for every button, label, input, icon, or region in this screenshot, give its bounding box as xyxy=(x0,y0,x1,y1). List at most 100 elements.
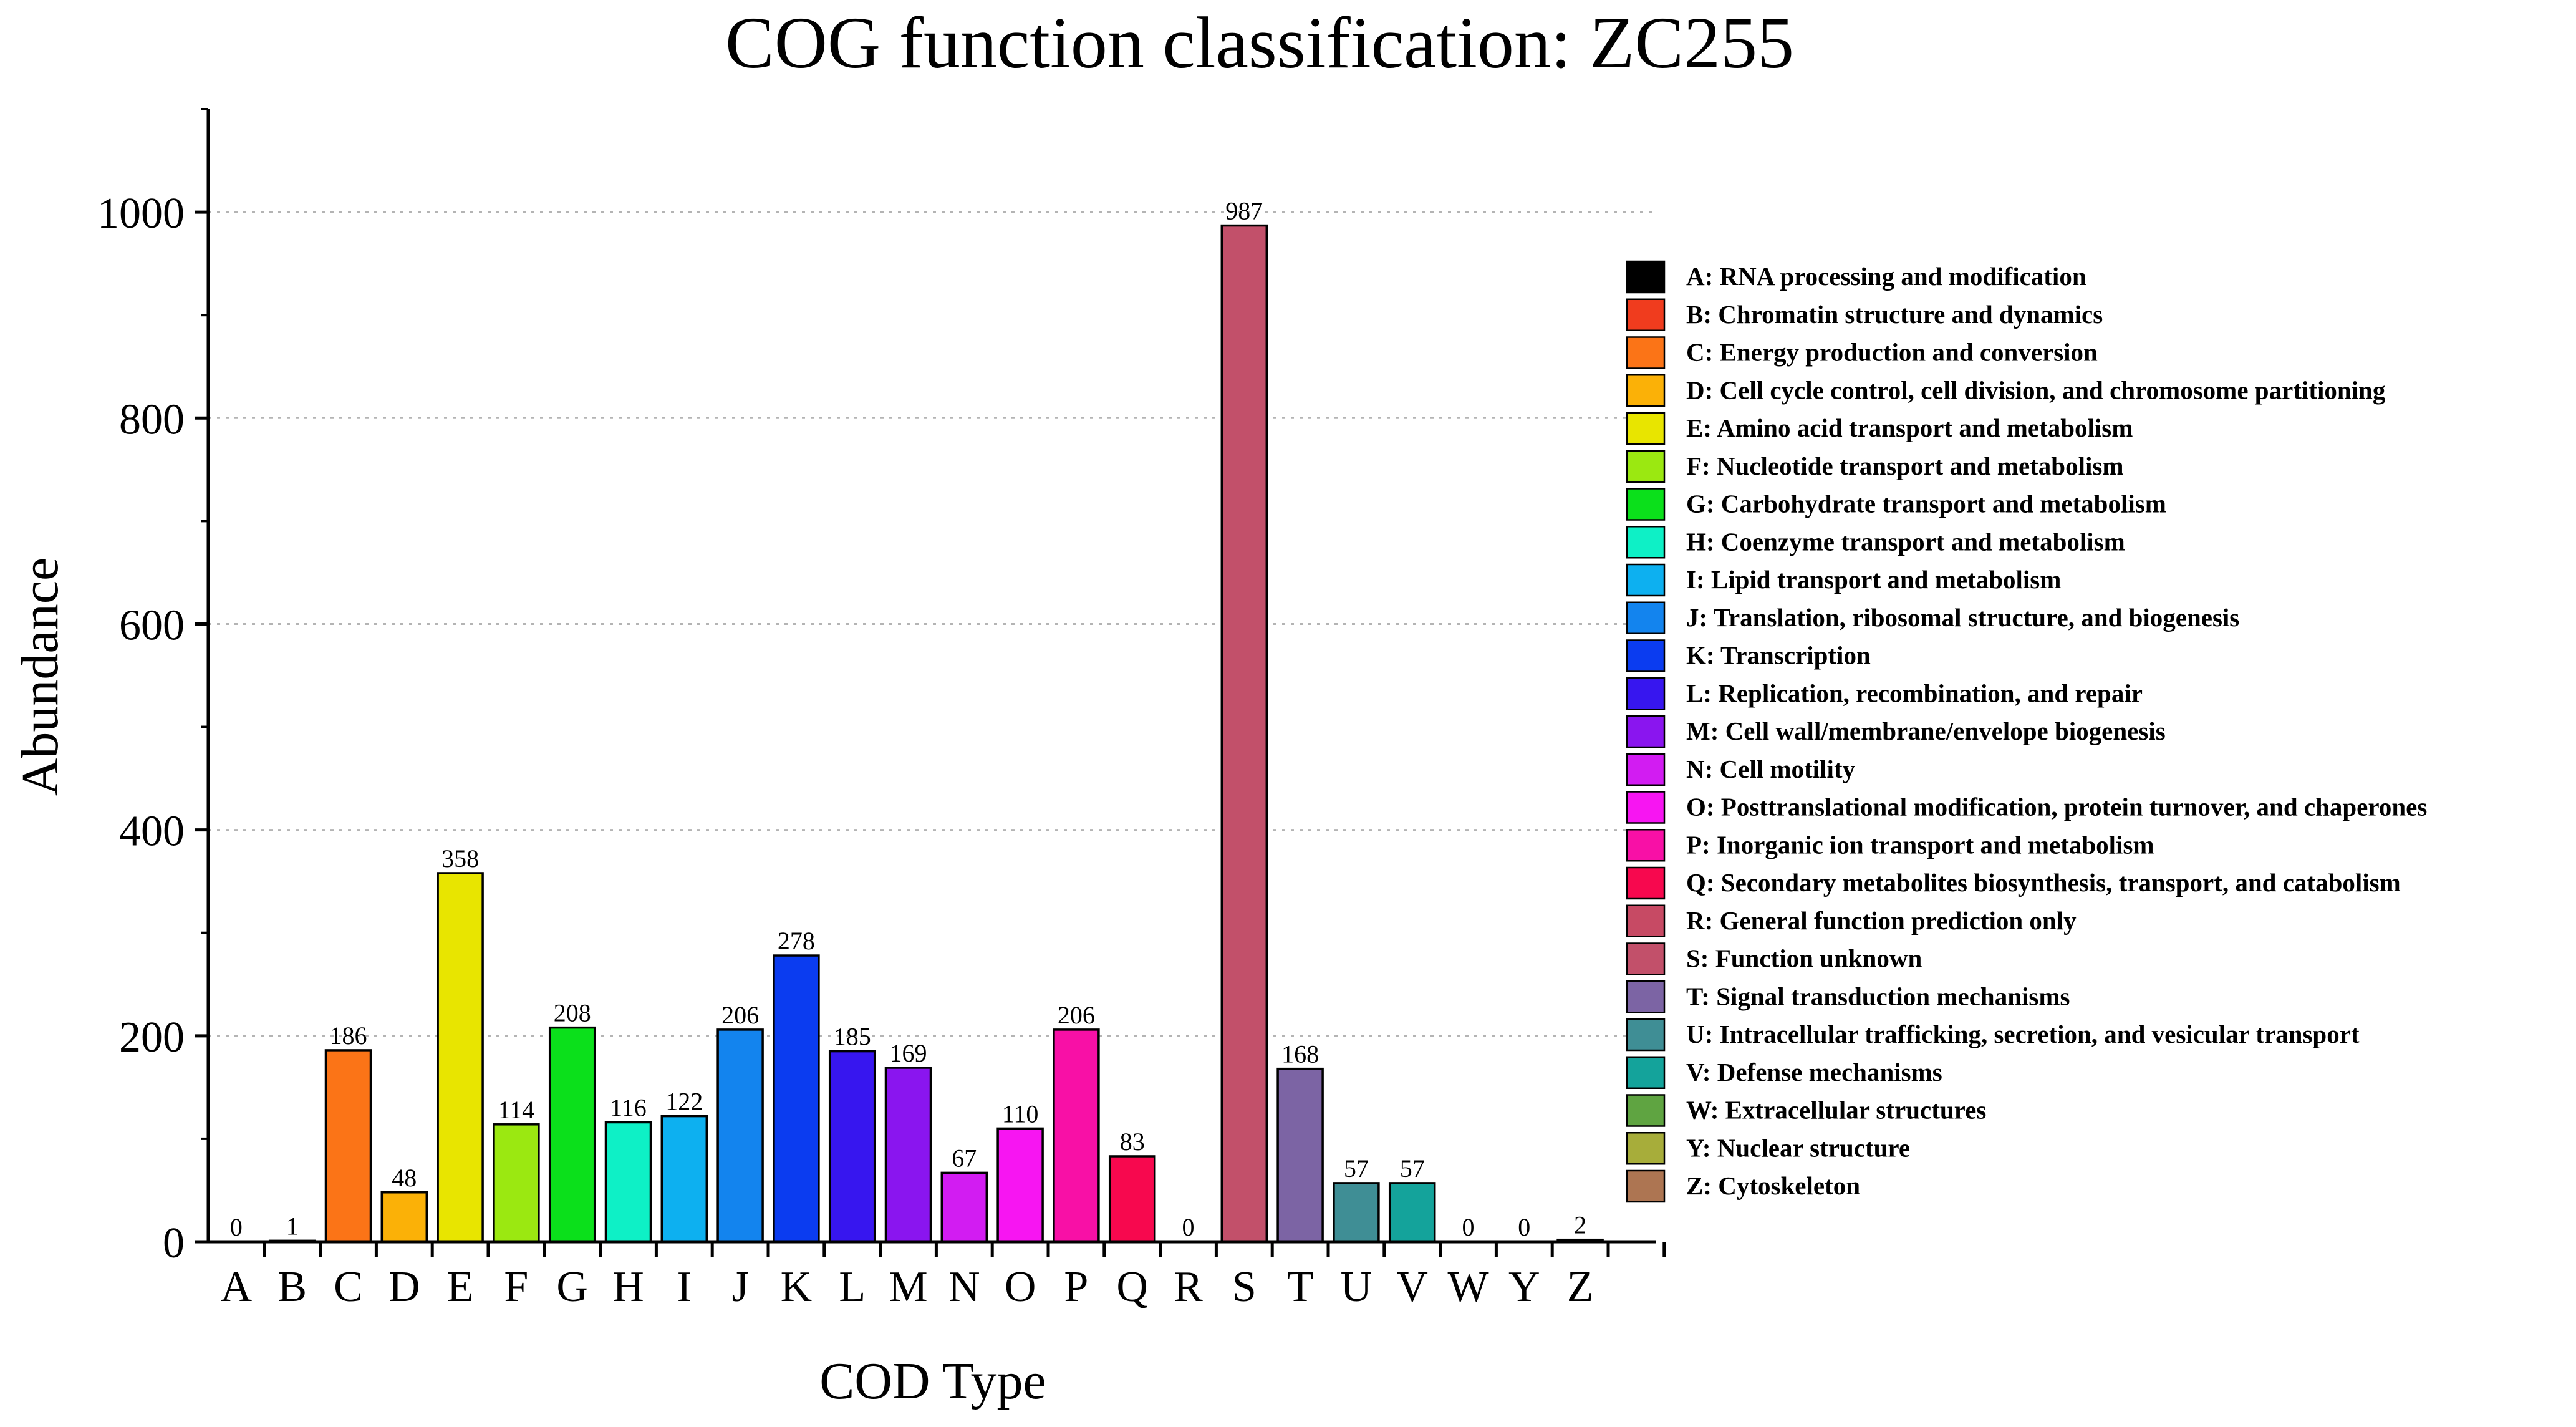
bar-V xyxy=(1388,1182,1436,1243)
x-tick-label-F: F xyxy=(504,1263,528,1311)
legend-label-D: D: Cell cycle control, cell division, an… xyxy=(1686,375,2386,404)
legend-swatch-F xyxy=(1626,450,1666,483)
legend-label-W: W: Extracellular structures xyxy=(1686,1096,1986,1125)
legend-swatch-Q xyxy=(1626,866,1666,900)
legend-swatch-S xyxy=(1626,942,1666,975)
legend-label-L: L: Replication, recombination, and repai… xyxy=(1686,679,2143,707)
y-tick-label-0: 0 xyxy=(163,1219,185,1267)
value-label-B: 1 xyxy=(286,1212,299,1240)
legend-swatch-T xyxy=(1626,980,1666,1013)
legend-label-Z: Z: Cytoskeleton xyxy=(1686,1171,1860,1200)
legend-swatch-D xyxy=(1626,374,1666,407)
legend: A: RNA processing and modification B: Chr… xyxy=(1626,260,2427,1203)
value-label-A: 0 xyxy=(230,1213,243,1241)
x-tick-label-P: P xyxy=(1064,1263,1088,1311)
chart-title: COG function classification: ZC255 xyxy=(725,2,1794,84)
bar-G xyxy=(548,1026,596,1243)
legend-label-O: O: Posttranslational modification, prote… xyxy=(1686,793,2427,821)
legend-label-G: G: Carbohydrate transport and metabolism xyxy=(1686,490,2166,518)
legend-swatch-W xyxy=(1626,1094,1666,1127)
legend-label-F: F: Nucleotide transport and metabolism xyxy=(1686,452,2124,480)
bar-U xyxy=(1333,1182,1380,1243)
y-tick-label-600: 600 xyxy=(119,601,185,649)
bar-P xyxy=(1053,1028,1100,1243)
value-label-O: 110 xyxy=(1002,1100,1039,1128)
x-tick-label-T: T xyxy=(1287,1263,1314,1311)
y-tick-label-200: 200 xyxy=(119,1013,185,1062)
bar-S xyxy=(1220,224,1268,1243)
bar-T xyxy=(1276,1067,1324,1243)
bar-O xyxy=(996,1127,1044,1243)
x-tick-label-E: E xyxy=(447,1263,474,1311)
value-label-S: 987 xyxy=(1225,197,1263,225)
legend-label-K: K: Transcription xyxy=(1686,641,1871,670)
bar-K xyxy=(773,954,820,1243)
x-tick-label-G: G xyxy=(556,1263,588,1311)
bar-J xyxy=(716,1028,764,1243)
x-tick-label-D: D xyxy=(388,1263,420,1311)
legend-label-E: E: Amino acid transport and metabolism xyxy=(1686,414,2133,442)
value-label-K: 278 xyxy=(778,927,815,955)
legend-label-I: I: Lipid transport and metabolism xyxy=(1686,565,2061,594)
legend-swatch-N xyxy=(1626,753,1666,786)
value-label-J: 206 xyxy=(721,1001,759,1029)
legend-label-C: C: Energy production and conversion xyxy=(1686,338,2098,367)
legend-swatch-M xyxy=(1626,715,1666,748)
legend-swatch-A xyxy=(1626,260,1666,294)
legend-label-B: B: Chromatin structure and dynamics xyxy=(1686,300,2103,329)
legend-label-P: P: Inorganic ion transport and metabolis… xyxy=(1686,830,2154,859)
legend-label-U: U: Intracellular trafficking, secretion,… xyxy=(1686,1020,2360,1048)
value-label-Q: 83 xyxy=(1120,1128,1145,1156)
value-label-D: 48 xyxy=(392,1164,417,1192)
y-tick-label-1000: 1000 xyxy=(97,190,185,238)
legend-label-Q: Q: Secondary metabolites biosynthesis, t… xyxy=(1686,868,2401,897)
legend-swatch-O xyxy=(1626,791,1666,824)
value-label-E: 358 xyxy=(441,844,479,873)
legend-swatch-Z xyxy=(1626,1169,1666,1203)
legend-swatch-K xyxy=(1626,639,1666,672)
x-tick-label-Q: Q xyxy=(1116,1263,1148,1311)
legend-label-J: J: Translation, ribosomal structure, and… xyxy=(1686,603,2239,632)
value-label-L: 185 xyxy=(834,1023,871,1051)
legend-label-S: S: Function unknown xyxy=(1686,944,1922,973)
legend-swatch-Y xyxy=(1626,1132,1666,1165)
y-tick-label-400: 400 xyxy=(119,808,185,856)
y-tick-label-800: 800 xyxy=(119,395,185,443)
legend-label-V: V: Defense mechanisms xyxy=(1686,1058,1942,1086)
value-label-G: 208 xyxy=(554,999,591,1027)
legend-label-R: R: General function prediction only xyxy=(1686,906,2077,935)
y-axis-title: Abundance xyxy=(11,558,69,796)
bar-D xyxy=(380,1191,428,1243)
legend-swatch-B xyxy=(1626,298,1666,331)
legend-label-N: N: Cell motility xyxy=(1686,755,1855,783)
value-label-R: 0 xyxy=(1182,1213,1195,1241)
x-tick-label-R: R xyxy=(1174,1263,1203,1311)
bars xyxy=(268,224,1604,1243)
value-label-N: 67 xyxy=(952,1144,977,1172)
bar-I xyxy=(660,1115,708,1243)
x-tick-label-U: U xyxy=(1341,1263,1372,1311)
legend-label-A: A: RNA processing and modification xyxy=(1686,262,2086,291)
bar-M xyxy=(884,1067,932,1243)
value-label-W: 0 xyxy=(1462,1213,1475,1241)
x-tick-label-A: A xyxy=(221,1263,253,1311)
legend-swatch-J xyxy=(1626,601,1666,634)
value-labels: 0 1 186 48 358 114 208 116 122 206 278 185 169 67 110 2… xyxy=(230,197,1586,1241)
bar-N xyxy=(940,1171,988,1243)
legend-swatch-H xyxy=(1626,526,1666,559)
x-tick-label-L: L xyxy=(839,1263,866,1311)
value-label-F: 114 xyxy=(498,1096,535,1124)
legend-label-M: M: Cell wall/membrane/envelope biogenesi… xyxy=(1686,717,2166,745)
bar-Q xyxy=(1108,1155,1156,1243)
x-tick-label-K: K xyxy=(781,1263,813,1311)
legend-label-Y: Y: Nuclear structure xyxy=(1686,1133,1910,1162)
bar-F xyxy=(493,1123,540,1243)
x-tick-label-N: N xyxy=(948,1263,980,1311)
bar-E xyxy=(437,872,484,1243)
legend-swatch-C xyxy=(1626,336,1666,369)
x-tick-label-C: C xyxy=(334,1263,363,1311)
value-label-M: 169 xyxy=(890,1039,927,1067)
x-tick-label-Z: Z xyxy=(1567,1263,1594,1311)
